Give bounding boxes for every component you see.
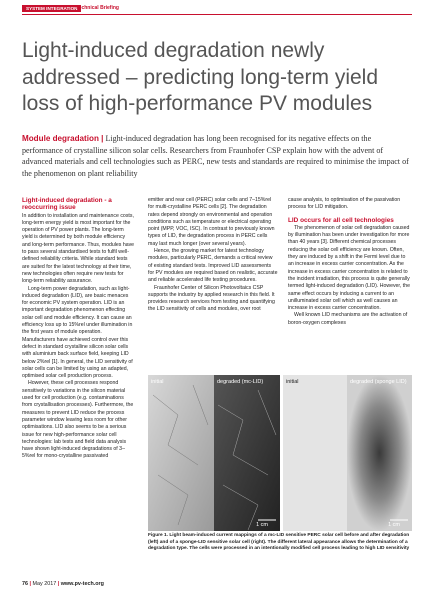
paragraph: cause analysis, to optimisation of the p… [288,197,401,211]
panel-label: degraded (mc-LID) [217,379,263,385]
url: www.pv-tech.org [60,581,104,587]
paragraph: In addition to installation and maintena… [22,212,135,285]
column: emitter and rear cell (PERC) solar cells… [148,197,278,369]
date: May 2017 [32,581,57,587]
heading: LID occurs for all cell technologies [288,216,394,224]
separator: | [57,581,60,587]
paragraph: emitter and rear cell (PERC) solar cells… [148,197,275,247]
panel-label: degraded (sponge LID) [350,379,407,385]
grain-lines [152,384,277,531]
paragraph: Well known LID mechanisms are the activa… [288,312,408,326]
caption-label: Figure 1. [148,533,168,538]
lbic-initial [283,375,347,531]
figure: initial degraded (mc-LID) 1 cm initial d… [148,375,412,531]
panel-label: initial [151,379,164,385]
lbic-degraded [347,375,412,531]
category: Technical Briefing [76,5,119,11]
article-title: Light-induced degradation newly addresse… [22,39,379,115]
scale-label: 1 cm [256,522,268,528]
paragraph: However, these cell processes respond se… [22,380,134,460]
footer: 76 | May 2017 | www.pv-tech.org [22,581,104,587]
paragraph: The phenomenon of solar cell degradation… [288,224,410,312]
panel-label: initial [286,379,299,385]
column: Light-induced degradation - a reoccurrin… [22,197,135,577]
caption-text: Light beam-induced current mappings of a… [148,533,410,551]
intro-label: Module degradation | [22,134,104,143]
rule [22,14,412,15]
heading: Light-induced degradation - a reoccurrin… [22,197,112,212]
section-tag: SYSTEM INTEGRATION [22,5,82,12]
column: cause analysis, to optimisation of the p… [288,197,412,369]
scale-label: 1 cm [388,522,400,528]
intro-text: Light-induced degradation has long been … [22,134,409,178]
separator: | [29,581,32,587]
paragraph: Hence, the growing market for latest tec… [148,248,278,284]
intro: Module degradation | Light-induced degra… [22,133,412,179]
paragraph: Fraunhofer Center of Silicon Photovoltai… [148,284,275,313]
lbic-initial [148,375,214,531]
lbic-degraded [214,375,280,531]
paragraph: Long-term power degradation, such as lig… [22,285,133,380]
caption: Figure 1. Light beam-induced current map… [148,533,412,553]
page-number: 76 [22,581,28,587]
